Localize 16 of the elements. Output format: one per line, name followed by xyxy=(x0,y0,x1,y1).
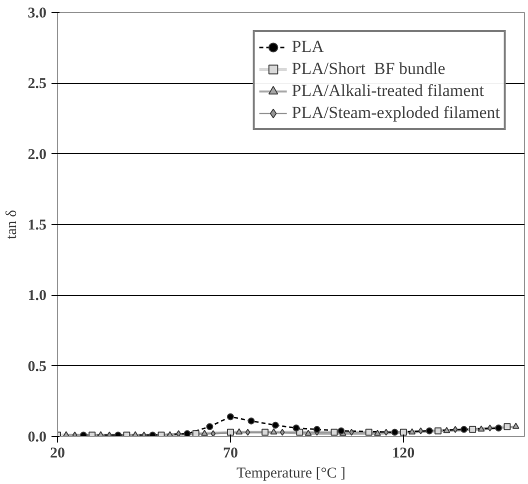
legend-label: PLA xyxy=(292,36,324,58)
legend-label: PLA/Alkali-treated filament xyxy=(292,80,484,102)
y-axis-title: tan δ xyxy=(4,210,20,240)
x-tick-label: 70 xyxy=(222,446,238,462)
y-tick-label: 2.0 xyxy=(28,146,46,163)
legend-label: PLA/Steam-exploded filament xyxy=(292,102,500,124)
y-tick-label: 0.5 xyxy=(28,358,46,375)
y-tick-label: 0.0 xyxy=(28,430,46,446)
x-tick-label: 20 xyxy=(50,446,65,462)
x-axis-title: Temperature [°C ] xyxy=(236,466,346,482)
y-tick-label: 1.0 xyxy=(28,288,46,304)
y-tick-label: 1.5 xyxy=(28,218,46,234)
x-tick-label: 120 xyxy=(392,446,415,462)
legend-label: PLA/Short BF bundle xyxy=(292,58,446,80)
y-tick-label: 2.5 xyxy=(28,76,46,92)
y-tick-label: 3.0 xyxy=(28,6,46,22)
